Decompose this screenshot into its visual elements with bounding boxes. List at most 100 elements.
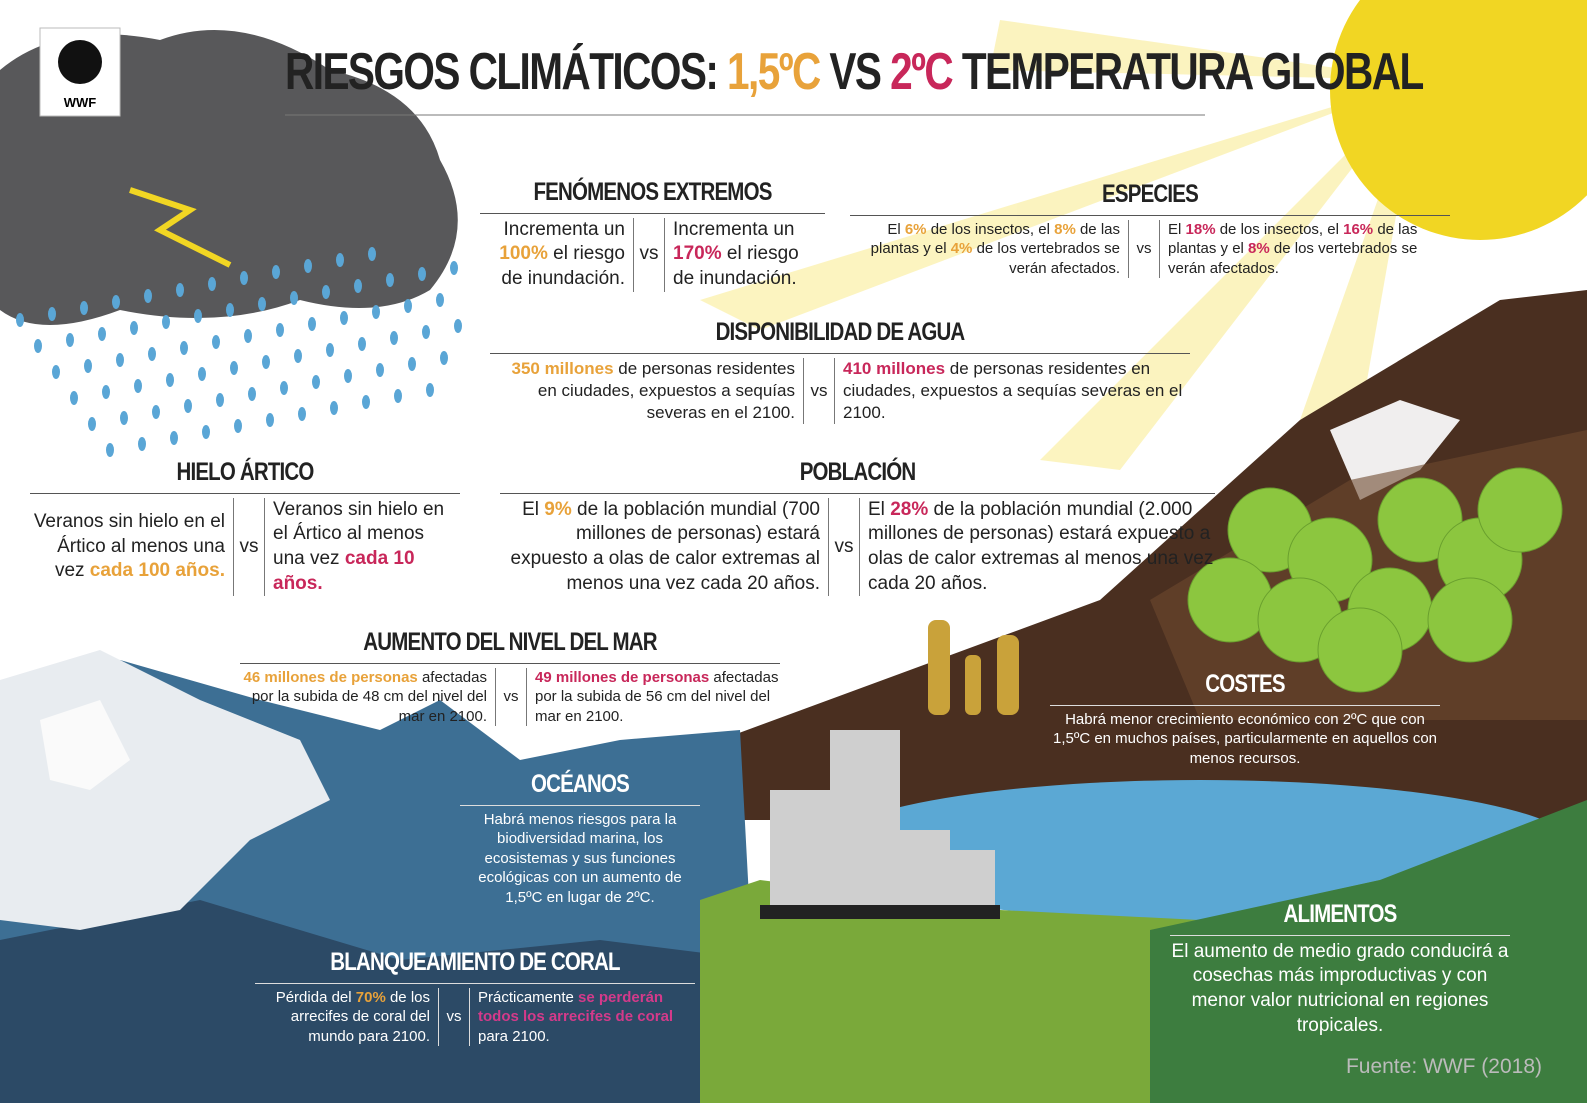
raindrop <box>280 381 288 395</box>
section-title: HIELO ÁRTICO <box>69 456 422 493</box>
text-run: de los vertebrados se verán afectados. <box>972 240 1120 277</box>
raindrop <box>344 369 352 383</box>
highlight: 2ºC <box>890 43 952 101</box>
raindrop <box>454 319 462 333</box>
raindrop <box>120 411 128 425</box>
highlight: 49 millones de personas <box>535 669 709 686</box>
raindrop <box>84 359 92 373</box>
raindrop <box>418 267 426 281</box>
raindrop <box>102 385 110 399</box>
raindrop <box>248 387 256 401</box>
highlight: 9% <box>544 499 571 520</box>
highlight: cada 100 años. <box>90 560 225 581</box>
raindrop <box>134 379 142 393</box>
highlight: 410 millones <box>843 359 945 378</box>
raindrop <box>272 265 280 279</box>
section-coral: BLANQUEAMIENTO DE CORALPérdida del 70% d… <box>255 946 695 1046</box>
raindrop <box>422 325 430 339</box>
raindrop <box>194 309 202 323</box>
raindrop <box>138 437 146 451</box>
text-run: RIESGOS CLIMÁTICOS: <box>285 43 727 101</box>
raindrop <box>202 425 210 439</box>
left-text: Incrementa un 100% el riesgo de inundaci… <box>480 218 625 292</box>
raindrop <box>322 285 330 299</box>
raindrop <box>152 405 160 419</box>
raindrop <box>112 295 120 309</box>
vs: vs <box>233 498 265 597</box>
section-title: POBLACIÓN <box>564 456 1150 493</box>
section-text: Habrá menos riesgos para la biodiversida… <box>460 805 700 908</box>
raindrop <box>216 393 224 407</box>
right-text: Incrementa un 170% el riesgo de inundaci… <box>673 218 825 292</box>
vs: vs <box>828 498 860 597</box>
raindrop <box>166 373 174 387</box>
comparison: 350 millones de personas residentes en c… <box>490 353 1190 424</box>
building <box>900 830 950 910</box>
raindrop <box>80 301 88 315</box>
comparison: El 9% de la población mundial (700 millo… <box>500 493 1215 597</box>
comparison: Veranos sin hielo en el Ártico al menos … <box>30 493 460 597</box>
text-run: para 2100. <box>478 1028 550 1045</box>
raindrop <box>354 279 362 293</box>
highlight: 6% <box>905 221 927 238</box>
raindrop <box>340 311 348 325</box>
raindrop <box>180 341 188 355</box>
section-title: ESPECIES <box>904 178 1396 215</box>
vs: vs <box>633 218 665 292</box>
raindrop <box>308 317 316 331</box>
raindrop <box>440 351 448 365</box>
left-text: 350 millones de personas residentes en c… <box>490 358 795 424</box>
raindrop <box>394 389 402 403</box>
section-title: BLANQUEAMIENTO DE CORAL <box>295 946 656 983</box>
raindrop <box>276 323 284 337</box>
text-run: Incrementa un <box>673 219 794 240</box>
raindrop <box>208 277 216 291</box>
raindrop <box>144 289 152 303</box>
raindrop <box>312 375 320 389</box>
raindrop <box>198 367 206 381</box>
text-run: El <box>1168 221 1186 238</box>
comparison: El 6% de los insectos, el 8% de las plan… <box>850 215 1450 279</box>
raindrop <box>368 247 376 261</box>
raindrop <box>426 383 434 397</box>
highlight: 8% <box>1248 240 1270 257</box>
raindrop <box>162 315 170 329</box>
raindrop <box>372 305 380 319</box>
raindrop <box>116 353 124 367</box>
section-text: Habrá menor crecimiento económico con 2º… <box>1050 705 1440 769</box>
right-text: 410 millones de personas residentes en c… <box>843 358 1190 424</box>
person <box>965 655 981 715</box>
right-text: El 28% de la población mundial (2.000 mi… <box>868 498 1215 597</box>
person <box>997 635 1019 715</box>
highlight: 16% <box>1343 221 1373 238</box>
left-text: El 6% de los insectos, el 8% de las plan… <box>850 220 1120 279</box>
text-run: VS <box>820 43 890 101</box>
raindrop <box>230 361 238 375</box>
comparison: 46 millones de personas afectadas por la… <box>240 663 780 727</box>
highlight: 350 millones <box>511 359 613 378</box>
raindrop <box>130 321 138 335</box>
panda <box>58 40 102 84</box>
text-run: El <box>887 221 905 238</box>
raindrop <box>184 399 192 413</box>
raindrop <box>16 313 24 327</box>
left-text: El 9% de la población mundial (700 millo… <box>500 498 820 597</box>
raindrop <box>106 443 114 457</box>
text-run: El <box>868 499 890 520</box>
family <box>928 620 1019 715</box>
section-title: COSTES <box>1085 668 1405 705</box>
raindrop <box>176 283 184 297</box>
raindrop <box>52 365 60 379</box>
page: WWF RIESGOS CLIMÁTICOS: 1,5ºC VS 2ºC TEM… <box>0 0 1587 1103</box>
building <box>950 850 995 910</box>
highlight: 18% <box>1186 221 1216 238</box>
highlight: 70% <box>356 989 386 1006</box>
vs: vs <box>803 358 835 424</box>
raindrop <box>386 273 394 287</box>
raindrop <box>48 307 56 321</box>
highlight: 28% <box>890 499 928 520</box>
raindrop <box>330 401 338 415</box>
building <box>770 790 830 910</box>
